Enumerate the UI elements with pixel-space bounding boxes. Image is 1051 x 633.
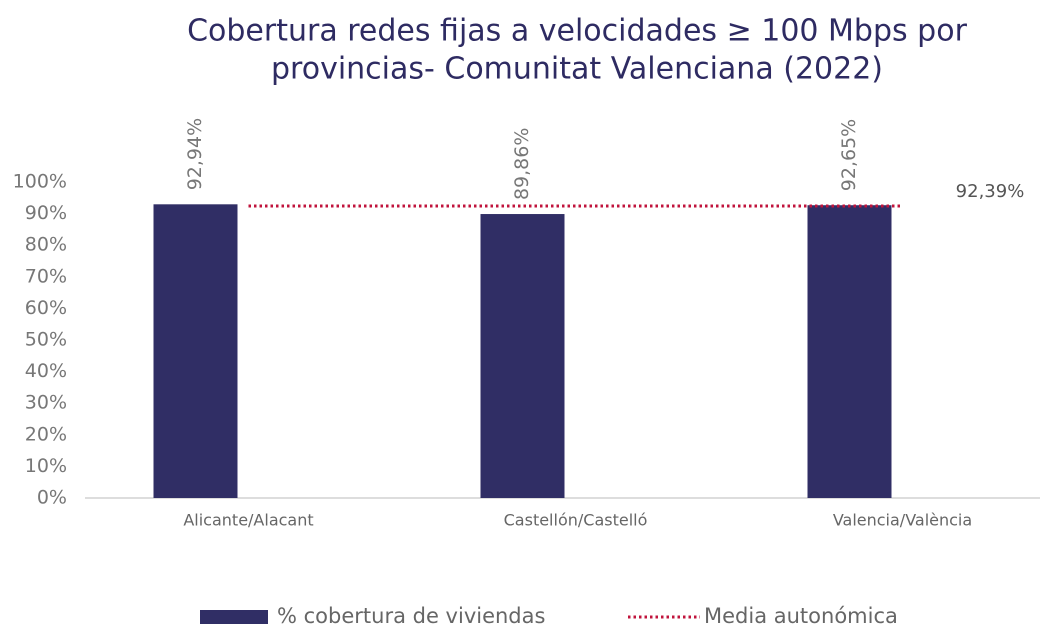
legend-label: Media autonómica (704, 604, 898, 628)
y-tick-label: 90% (25, 202, 67, 224)
y-tick-label: 80% (25, 234, 67, 256)
y-tick-label: 0% (37, 487, 67, 509)
average-label: 92,39% (956, 181, 1025, 202)
legend-label: % cobertura de viviendas (277, 604, 545, 628)
y-tick-label: 70% (25, 265, 67, 287)
y-tick-label: 40% (25, 360, 67, 382)
legend-swatch (200, 610, 268, 624)
bar (153, 204, 238, 498)
y-tick-label: 10% (25, 455, 67, 477)
y-tick-label: 20% (25, 423, 67, 445)
x-tick-label: Alicante/Alacant (183, 511, 313, 530)
y-tick-label: 100% (13, 171, 67, 193)
data-label: 89,86% (511, 128, 533, 200)
y-tick-label: 60% (25, 297, 67, 319)
y-tick-label: 50% (25, 329, 67, 351)
chart-title: provincias- Comunitat Valenciana (2022) (271, 52, 883, 87)
y-tick-label: 30% (25, 392, 67, 414)
x-tick-label: Valencia/València (833, 511, 972, 530)
data-label: 92,94% (184, 118, 206, 190)
bar (480, 214, 565, 498)
bar (807, 205, 892, 498)
data-label: 92,65% (838, 119, 860, 191)
x-tick-label: Castellón/Castelló (504, 511, 648, 530)
chart-title: Cobertura redes fijas a velocidades ≥ 10… (187, 14, 967, 49)
